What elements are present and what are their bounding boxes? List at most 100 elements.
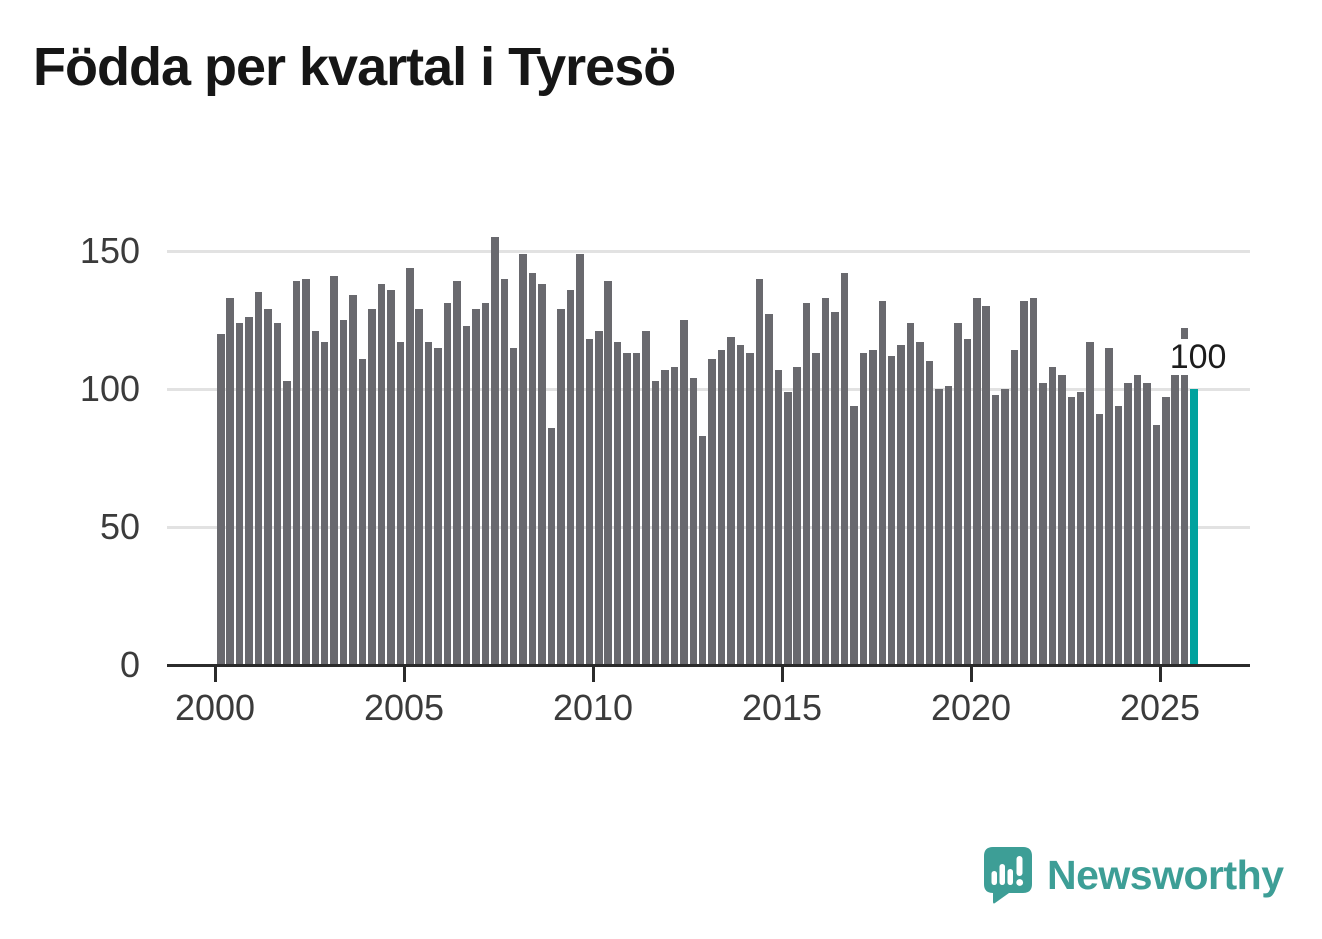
x-axis-tick: [969, 666, 973, 682]
bar: [1001, 389, 1009, 665]
bar: [689, 377, 697, 665]
bar: [1133, 375, 1142, 665]
bar: [925, 361, 934, 665]
bar: [887, 355, 896, 665]
x-axis-tick: [591, 666, 595, 682]
bar: [377, 284, 386, 665]
bar: [670, 366, 679, 665]
bar: [349, 295, 357, 665]
bar: [906, 322, 915, 665]
bar: [472, 308, 480, 665]
bar: [755, 278, 764, 665]
bar: [245, 317, 253, 665]
chart-title: Födda per kvartal i Tyresö: [33, 37, 676, 97]
bar: [491, 237, 499, 665]
bar: [973, 297, 981, 665]
bar: [415, 308, 423, 665]
bar: [235, 322, 244, 665]
bar: [944, 386, 953, 665]
brand-footer: Newsworthy: [983, 846, 1284, 904]
bar: [623, 353, 631, 665]
x-axis-line: [167, 663, 1250, 667]
y-tick-label: 50: [99, 506, 140, 547]
bar: [406, 267, 414, 665]
bar: [963, 339, 972, 665]
bar: [954, 322, 962, 665]
bar: [982, 306, 990, 665]
bar: [897, 344, 905, 665]
bar: [358, 358, 367, 665]
bar: [1058, 375, 1066, 665]
bar: [717, 350, 726, 665]
x-tick-label: 2000: [174, 687, 256, 728]
bar: [1180, 328, 1189, 665]
bar: [991, 394, 1000, 665]
x-tick-label: 2025: [1119, 687, 1201, 728]
bar: [746, 353, 754, 665]
bar: [661, 369, 669, 665]
bar: [680, 320, 688, 665]
bar: [311, 331, 319, 665]
bar: [226, 297, 234, 665]
bar: [1114, 405, 1123, 665]
bar: [320, 342, 329, 665]
bar: [1152, 424, 1161, 665]
bar: [698, 435, 707, 665]
last-bar-value-label: 100: [1166, 339, 1230, 375]
bar: [831, 311, 839, 665]
bar: [774, 369, 783, 665]
bar: [1162, 397, 1170, 665]
x-axis-tick: [780, 666, 784, 682]
y-tick-label: 100: [79, 368, 140, 409]
bar: [576, 253, 584, 665]
brand-name: Newsworthy: [1047, 852, 1284, 898]
y-gridline: [167, 249, 1250, 253]
bar: [1029, 297, 1038, 665]
bar: [595, 331, 603, 665]
bar: [765, 314, 773, 665]
bar: [642, 331, 650, 665]
bar: [264, 308, 272, 665]
bar: [1048, 366, 1057, 665]
bar: [330, 275, 338, 665]
bar: [217, 333, 225, 665]
bar: [547, 427, 556, 665]
bar: [821, 297, 830, 665]
bar: [727, 336, 735, 665]
y-tick-label: 0: [119, 644, 140, 685]
x-tick-label: 2010: [552, 687, 634, 728]
y-tick-label: 150: [79, 230, 140, 271]
x-tick-label: 2020: [930, 687, 1012, 728]
bar: [292, 281, 301, 665]
bar: [651, 380, 660, 665]
bar: [368, 308, 376, 665]
bar: [528, 273, 537, 665]
bar: [1105, 347, 1113, 665]
bar: [1039, 383, 1047, 665]
bar: [481, 303, 490, 665]
bar: [424, 342, 433, 665]
bar: [509, 347, 518, 665]
bar: [850, 405, 858, 665]
bar: [869, 350, 877, 665]
bar: [840, 273, 849, 665]
bar: [793, 366, 801, 665]
bar: [519, 253, 527, 665]
bar: [916, 342, 924, 665]
bar: [557, 308, 565, 665]
bar: [613, 342, 622, 665]
bar: [434, 347, 442, 665]
bar: [935, 389, 943, 665]
bar: [396, 342, 405, 665]
bar: [1010, 350, 1019, 665]
bar: [859, 353, 868, 665]
bar: [500, 278, 508, 665]
bar: [1067, 397, 1075, 665]
bar: [736, 344, 745, 665]
bar: [878, 300, 886, 665]
x-axis-tick: [213, 666, 217, 682]
bar: [1143, 383, 1151, 665]
bar: [708, 358, 716, 665]
bar: [566, 289, 575, 665]
